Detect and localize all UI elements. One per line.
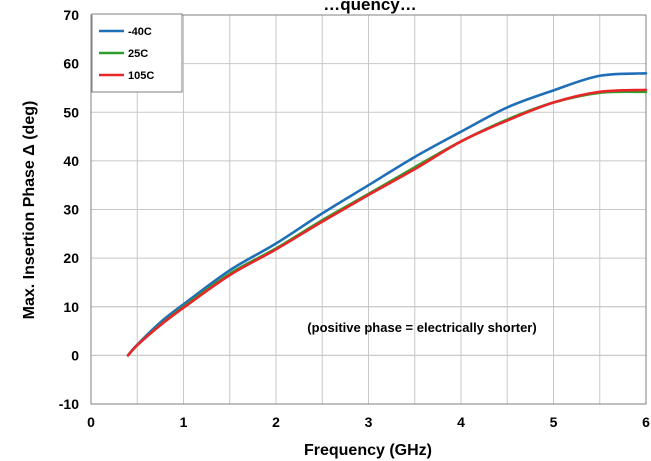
x-tick-label: 0 xyxy=(87,414,95,430)
y-tick-label: -10 xyxy=(59,396,79,412)
x-axis-ticks: 0 1 2 3 4 5 6 xyxy=(87,414,650,430)
x-tick-label: 6 xyxy=(642,414,650,430)
legend-label: 25C xyxy=(128,48,148,60)
y-tick-label: 20 xyxy=(63,250,79,266)
chart-title: …quency… xyxy=(323,0,417,14)
x-axis-title: Frequency (GHz) xyxy=(304,442,432,459)
y-tick-label: 60 xyxy=(63,56,79,72)
plot-area xyxy=(90,14,647,405)
y-tick-label: 50 xyxy=(63,104,79,120)
y-tick-label: 0 xyxy=(71,347,79,363)
series-line-40c xyxy=(126,72,648,357)
y-axis-ticks: -10 0 10 20 30 40 50 60 70 xyxy=(59,7,79,412)
x-tick-label: 4 xyxy=(457,414,465,430)
legend-label: -40C xyxy=(128,26,152,38)
x-tick-label: 1 xyxy=(180,414,188,430)
series-line-105c xyxy=(126,88,648,357)
x-tick-label: 5 xyxy=(550,414,558,430)
y-tick-label: 40 xyxy=(63,153,79,169)
y-tick-label: 70 xyxy=(63,7,79,23)
y-axis-title: Max. Insertion Phase Δ (deg) xyxy=(21,101,38,320)
x-tick-label: 3 xyxy=(365,414,373,430)
series-line-25c xyxy=(126,90,648,357)
legend-label: 105C xyxy=(128,70,154,82)
annotation-text: (positive phase = electrically shorter) xyxy=(307,320,536,335)
y-tick-label: 10 xyxy=(63,299,79,315)
y-tick-label: 30 xyxy=(63,202,79,218)
legend: -40C 25C 105C xyxy=(91,13,183,93)
series-lines xyxy=(126,72,648,357)
x-tick-label: 2 xyxy=(272,414,280,430)
